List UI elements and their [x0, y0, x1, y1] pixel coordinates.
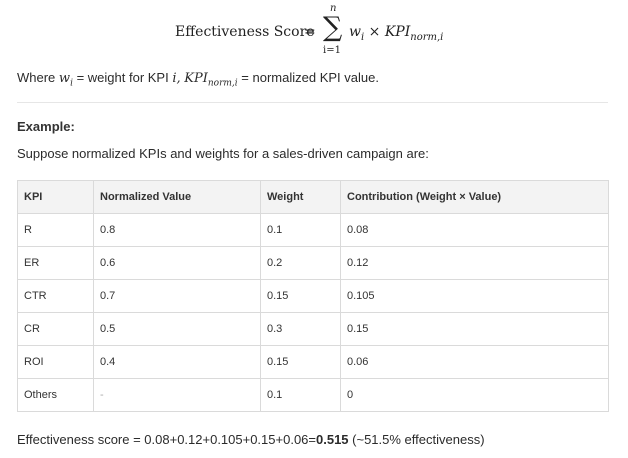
kpi-cell: Others [17, 378, 94, 412]
summation-symbol: ∑ [323, 12, 343, 43]
normalized-value-cell: 0.4 [93, 345, 261, 379]
times-operator: × [368, 24, 381, 40]
effectiveness-summary: Effectiveness score = 0.08+0.12+0.105+0.… [17, 432, 485, 447]
example-heading: Example: [17, 119, 75, 134]
kpi-cell: ROI [17, 345, 94, 379]
column-header: Normalized Value [93, 180, 261, 214]
kpi-cell: CR [17, 312, 94, 346]
kpi-subscript-inline: norm,i [207, 78, 238, 89]
effectiveness-formula: Effectiveness Score = n ∑ i=1 wi × KPIno… [0, 0, 628, 64]
contribution-cell: 0.12 [340, 246, 609, 280]
formula-lhs: Effectiveness Score [175, 24, 315, 40]
kpi-cell: ER [17, 246, 94, 280]
weight-cell: 0.1 [260, 378, 341, 412]
table-header-row: KPI Normalized Value Weight Contribution… [17, 180, 609, 214]
column-header: Weight [260, 180, 341, 214]
i-symbol: i, [172, 71, 181, 86]
kpi-table: KPI Normalized Value Weight Contribution… [17, 180, 609, 412]
formula-explanation: Where wi = weight for KPI i, KPInorm,i =… [17, 70, 379, 89]
contribution-cell: 0 [340, 378, 609, 412]
where-prefix: Where [17, 70, 56, 85]
weight-cell: 0.15 [260, 279, 341, 313]
kpi-symbol-inline: KPI [184, 71, 208, 86]
contribution-cell: 0.08 [340, 213, 609, 247]
w-subscript: i [70, 78, 73, 89]
formula-term: wi × KPInorm,i [349, 24, 443, 43]
table-row: CR 0.5 0.3 0.15 [17, 312, 609, 346]
normalized-value-cell: - [93, 378, 261, 412]
contribution-cell: 0.15 [340, 312, 609, 346]
kpi-symbol: KPI [384, 24, 411, 40]
normalized-value-cell: 0.8 [93, 213, 261, 247]
formula-equals: = [304, 24, 316, 40]
weight-symbol: w [349, 24, 361, 40]
table-row: ER 0.6 0.2 0.12 [17, 246, 609, 280]
sum-upper-limit: n [330, 3, 337, 14]
table-row: ROI 0.4 0.15 0.06 [17, 345, 609, 379]
divider [17, 102, 608, 103]
contribution-cell: 0.105 [340, 279, 609, 313]
weight-cell: 0.1 [260, 213, 341, 247]
weight-cell: 0.15 [260, 345, 341, 379]
summary-result: 0.515 [316, 432, 349, 447]
contribution-cell: 0.06 [340, 345, 609, 379]
normalized-value-cell: 0.6 [93, 246, 261, 280]
weight-subscript: i [360, 31, 365, 43]
kpi-cell: CTR [17, 279, 94, 313]
summary-prefix: Effectiveness score = 0.08+0.12+0.105+0.… [17, 432, 316, 447]
table-row: Others - 0.1 0 [17, 378, 609, 412]
summary-suffix: (~51.5% effectiveness) [348, 432, 485, 447]
column-header: Contribution (Weight × Value) [340, 180, 609, 214]
w-symbol: w [58, 71, 71, 86]
sum-lower-limit: i=1 [323, 45, 341, 56]
table-row: CTR 0.7 0.15 0.105 [17, 279, 609, 313]
weight-text: = weight for KPI [76, 70, 169, 85]
column-header: KPI [17, 180, 94, 214]
table-row: R 0.8 0.1 0.08 [17, 213, 609, 247]
example-intro: Suppose normalized KPIs and weights for … [17, 146, 429, 161]
normalized-text: = normalized KPI value. [241, 70, 379, 85]
kpi-subscript: norm,i [410, 31, 444, 43]
normalized-value-cell: 0.5 [93, 312, 261, 346]
weight-cell: 0.3 [260, 312, 341, 346]
normalized-value-cell: 0.7 [93, 279, 261, 313]
kpi-cell: R [17, 213, 94, 247]
weight-cell: 0.2 [260, 246, 341, 280]
